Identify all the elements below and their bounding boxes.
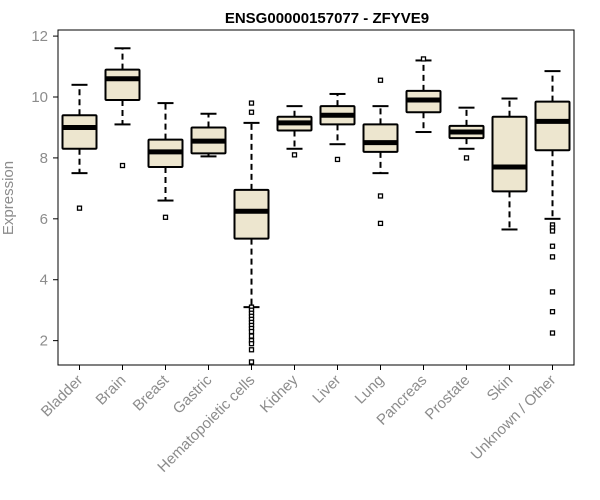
outlier-point	[248, 347, 255, 353]
outlier-point	[420, 56, 427, 62]
outlier-point	[248, 328, 255, 335]
x-label-skin: Skin	[484, 372, 517, 405]
y-tick-label-6: 6	[40, 211, 48, 228]
outlier-point	[334, 156, 341, 163]
outlier-point	[248, 341, 255, 347]
box-brain	[104, 47, 141, 169]
iqr-box	[534, 100, 571, 152]
box-bladder	[61, 83, 98, 211]
outlier-point	[463, 155, 470, 161]
outlier-point	[549, 228, 556, 234]
outlier-point	[549, 254, 556, 260]
x-label-lung: Lung	[352, 372, 388, 408]
box-prostate	[448, 106, 485, 161]
iqr-box	[491, 115, 528, 193]
outlier-point	[549, 309, 556, 315]
iqr-box	[104, 68, 141, 102]
x-label-kidney: Kidney	[257, 371, 302, 416]
box-lung	[362, 77, 399, 227]
y-tick-label-8: 8	[40, 150, 48, 167]
outlier-point	[76, 205, 83, 211]
x-label-brain: Brain	[93, 372, 130, 409]
outlier-point	[549, 289, 556, 295]
outlier-point	[377, 220, 384, 227]
outlier-point	[248, 359, 255, 365]
x-label-liver: Liver	[309, 372, 344, 407]
outlier-point	[119, 162, 126, 169]
outlier-point	[291, 152, 298, 158]
box-unknown-other	[534, 70, 571, 336]
box-skin	[491, 97, 528, 231]
boxes-layer	[61, 47, 571, 365]
box-liver	[319, 92, 356, 163]
y-axis: 2 4 6 8 10 12	[31, 28, 58, 350]
outlier-point	[549, 243, 556, 249]
outlier-point	[377, 77, 384, 83]
box-gastric	[190, 112, 227, 158]
iqr-box	[362, 123, 399, 153]
outlier-point	[162, 214, 169, 220]
box-hematopoietic-cells	[233, 100, 270, 365]
box-kidney	[276, 105, 313, 158]
outlier-point	[377, 193, 384, 199]
outlier-point	[549, 330, 556, 336]
box-breast	[147, 102, 184, 220]
y-axis-label: Expression	[0, 161, 17, 235]
plot-frame	[57, 29, 575, 366]
outlier-point	[248, 100, 255, 106]
y-tick-label-4: 4	[40, 272, 48, 289]
outlier-point	[248, 333, 255, 339]
outlier-point	[248, 109, 255, 115]
x-label-prostate: Prostate	[422, 372, 474, 424]
y-tick-label-2: 2	[40, 333, 48, 350]
box-pancreas	[405, 56, 442, 134]
iqr-box	[233, 188, 270, 240]
x-label-breast: Breast	[130, 371, 173, 414]
x-label-bladder: Bladder	[38, 372, 87, 421]
y-tick-label-10: 10	[31, 89, 48, 106]
chart-title: ENSG00000157077 - ZFYVE9	[225, 10, 429, 27]
iqr-box	[61, 114, 98, 150]
y-tick-label-12: 12	[31, 28, 48, 45]
